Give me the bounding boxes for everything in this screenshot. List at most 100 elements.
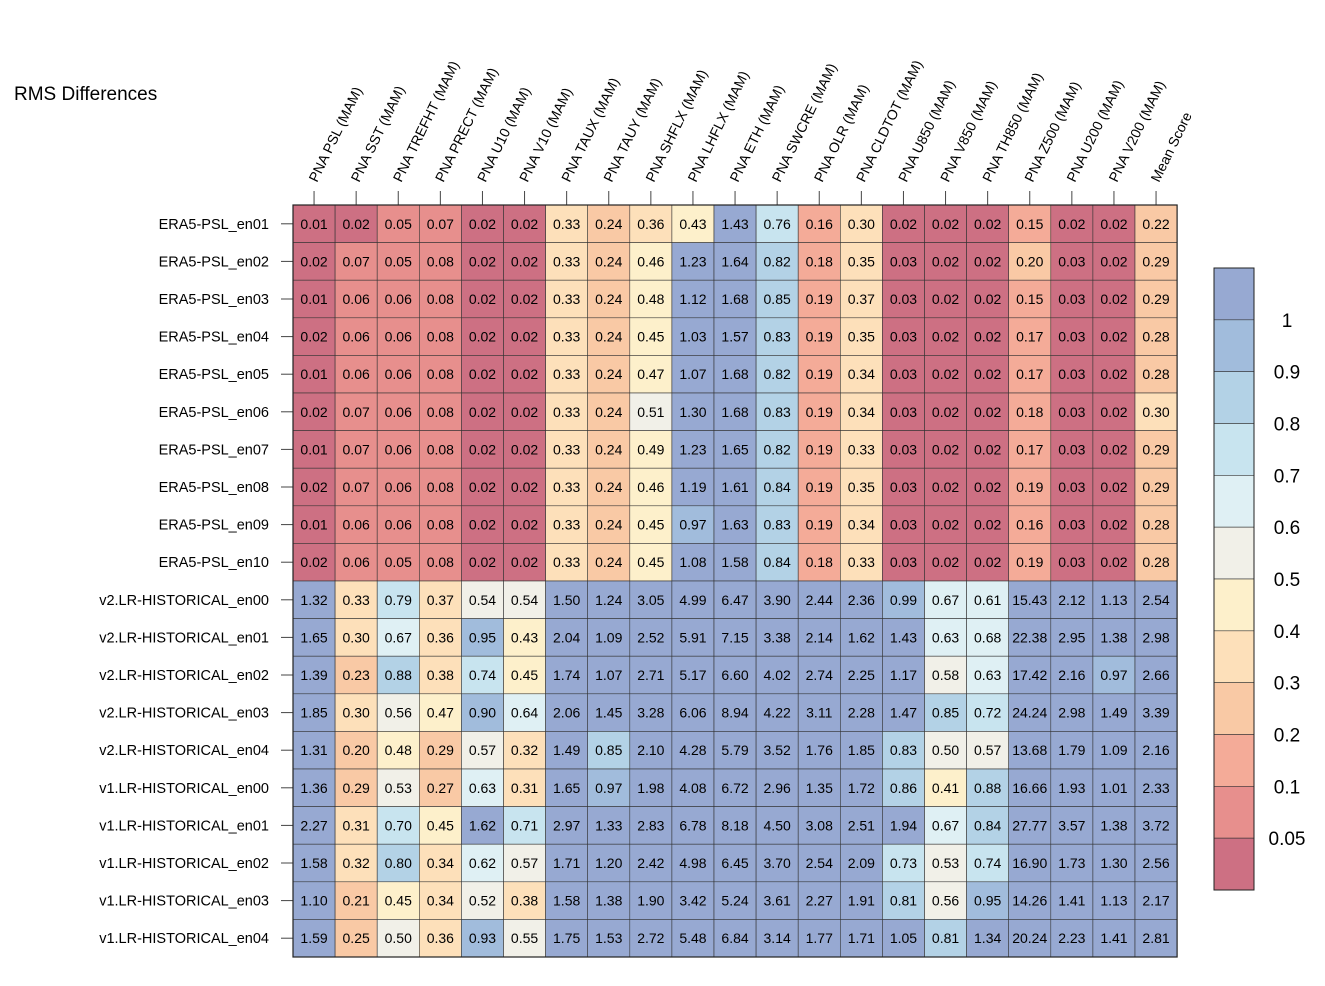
heatmap-cell xyxy=(1134,505,1178,544)
heatmap-cell xyxy=(671,467,715,507)
cell-value-label: 0.48 xyxy=(385,742,412,758)
heatmap-cell xyxy=(1092,693,1136,732)
cell-value-label: 1.64 xyxy=(721,253,748,269)
cell-value-label: 0.18 xyxy=(806,554,833,570)
heatmap-cell xyxy=(629,279,673,319)
heatmap-cells: 0.01 0.02 0.05 0.07 0.02 0.02 0.33 0.24 0.36 0.43… xyxy=(292,204,1178,958)
cell-value-label: 0.50 xyxy=(932,742,959,758)
cell-value-label: 1.65 xyxy=(721,441,748,457)
heatmap-cell xyxy=(629,467,673,507)
heatmap-cell xyxy=(334,279,378,319)
cell-value-label: 1.12 xyxy=(679,291,706,307)
heatmap-cell xyxy=(376,843,420,883)
cell-value-label: 1.68 xyxy=(721,404,748,420)
cell-value-label: 0.29 xyxy=(1142,291,1169,307)
heatmap-cell xyxy=(461,543,504,582)
heatmap-cell xyxy=(839,392,883,431)
cell-value-label: 0.74 xyxy=(974,855,1001,871)
cell-value-label: 0.02 xyxy=(932,291,959,307)
cell-value-label: 0.97 xyxy=(595,780,622,796)
cell-value-label: 0.29 xyxy=(1142,253,1169,269)
heatmap-cell xyxy=(587,843,631,883)
cell-value-label: 0.45 xyxy=(637,329,664,345)
cell-value-label: 0.63 xyxy=(974,667,1001,683)
heatmap-cell xyxy=(334,655,378,695)
cell-value-label: 0.24 xyxy=(595,253,622,269)
heatmap-cell xyxy=(418,355,462,394)
cell-value-label: 0.24 xyxy=(595,291,622,307)
heatmap-cell xyxy=(292,505,336,544)
heatmap-cell xyxy=(924,881,967,920)
cell-value-label: 0.02 xyxy=(932,479,959,495)
heatmap-cell xyxy=(629,505,673,544)
heatmap-cell xyxy=(671,768,715,807)
cell-value-label: 0.02 xyxy=(511,366,538,382)
row-label: ERA5-PSL_en07 xyxy=(159,442,269,458)
heatmap-cell xyxy=(376,693,420,732)
cell-value-label: 0.46 xyxy=(637,479,664,495)
heatmap-cell xyxy=(713,543,757,582)
cell-value-label: 0.37 xyxy=(427,592,454,608)
heatmap-cell xyxy=(839,317,883,356)
row-label: ERA5-PSL_en08 xyxy=(159,480,269,496)
cell-value-label: 0.08 xyxy=(427,291,454,307)
cell-value-label: 0.28 xyxy=(1142,517,1169,533)
cell-value-label: 20.24 xyxy=(1012,930,1047,946)
cell-value-label: 0.02 xyxy=(1100,329,1127,345)
heatmap-cell xyxy=(503,204,546,243)
heatmap-cell xyxy=(671,806,715,845)
heatmap-cell xyxy=(376,806,420,845)
cell-value-label: 1.50 xyxy=(553,592,580,608)
cell-value-label: 1.65 xyxy=(300,629,327,645)
cell-value-label: 0.73 xyxy=(890,855,917,871)
heatmap-cell xyxy=(418,843,462,883)
cell-value-label: 0.62 xyxy=(469,855,496,871)
cell-value-label: 0.08 xyxy=(427,554,454,570)
cell-value-label: 2.83 xyxy=(637,817,664,833)
colorbar-label: 1 xyxy=(1282,311,1293,332)
row-label: v1.LR-HISTORICAL_en03 xyxy=(99,894,269,910)
heatmap-cell xyxy=(503,355,546,394)
heatmap-cell xyxy=(376,467,420,507)
heatmap-cell xyxy=(671,693,715,732)
cell-value-label: 1.13 xyxy=(1100,592,1127,608)
cell-value-label: 0.02 xyxy=(974,554,1001,570)
cell-value-label: 0.57 xyxy=(974,742,1001,758)
row-label: v1.LR-HISTORICAL_en02 xyxy=(99,856,269,872)
heatmap-cell xyxy=(545,655,588,695)
cell-value-label: 0.95 xyxy=(974,893,1001,909)
cell-value-label: 0.03 xyxy=(1058,291,1085,307)
heatmap-cell xyxy=(334,806,378,845)
cell-value-label: 1.30 xyxy=(1100,855,1127,871)
heatmap-cell xyxy=(966,317,1009,356)
cell-value-label: 0.05 xyxy=(385,554,412,570)
heatmap-cell xyxy=(292,693,336,732)
cell-value-label: 0.88 xyxy=(974,780,1001,796)
cell-value-label: 0.58 xyxy=(932,667,959,683)
cell-value-label: 0.79 xyxy=(385,592,412,608)
cell-value-label: 0.03 xyxy=(890,329,917,345)
heatmap-cell xyxy=(882,806,925,845)
cell-value-label: 0.95 xyxy=(469,629,496,645)
row-label: v2.LR-HISTORICAL_en01 xyxy=(99,630,269,646)
heatmap-cell xyxy=(1134,355,1178,394)
cell-value-label: 0.07 xyxy=(343,253,370,269)
heatmap-cell xyxy=(461,843,504,883)
colorbar-label: 0.7 xyxy=(1274,466,1300,487)
cell-value-label: 0.02 xyxy=(1100,479,1127,495)
heatmap-cell xyxy=(1134,655,1178,695)
heatmap-cell xyxy=(629,655,673,695)
heatmap-cell xyxy=(1134,843,1178,883)
heatmap-cell xyxy=(1134,242,1178,281)
heatmap-cell xyxy=(1050,768,1094,807)
heatmap-cell xyxy=(461,317,504,356)
heatmap-cell xyxy=(545,543,588,582)
heatmap-cell xyxy=(1134,392,1178,431)
cell-value-label: 0.37 xyxy=(848,291,875,307)
colorbar-segment xyxy=(1213,267,1255,321)
heatmap-cell xyxy=(797,355,841,394)
heatmap-cell xyxy=(797,543,841,582)
cell-value-label: 0.07 xyxy=(427,216,454,232)
heatmap-cell xyxy=(1134,881,1178,920)
cell-value-label: 1.36 xyxy=(300,780,327,796)
